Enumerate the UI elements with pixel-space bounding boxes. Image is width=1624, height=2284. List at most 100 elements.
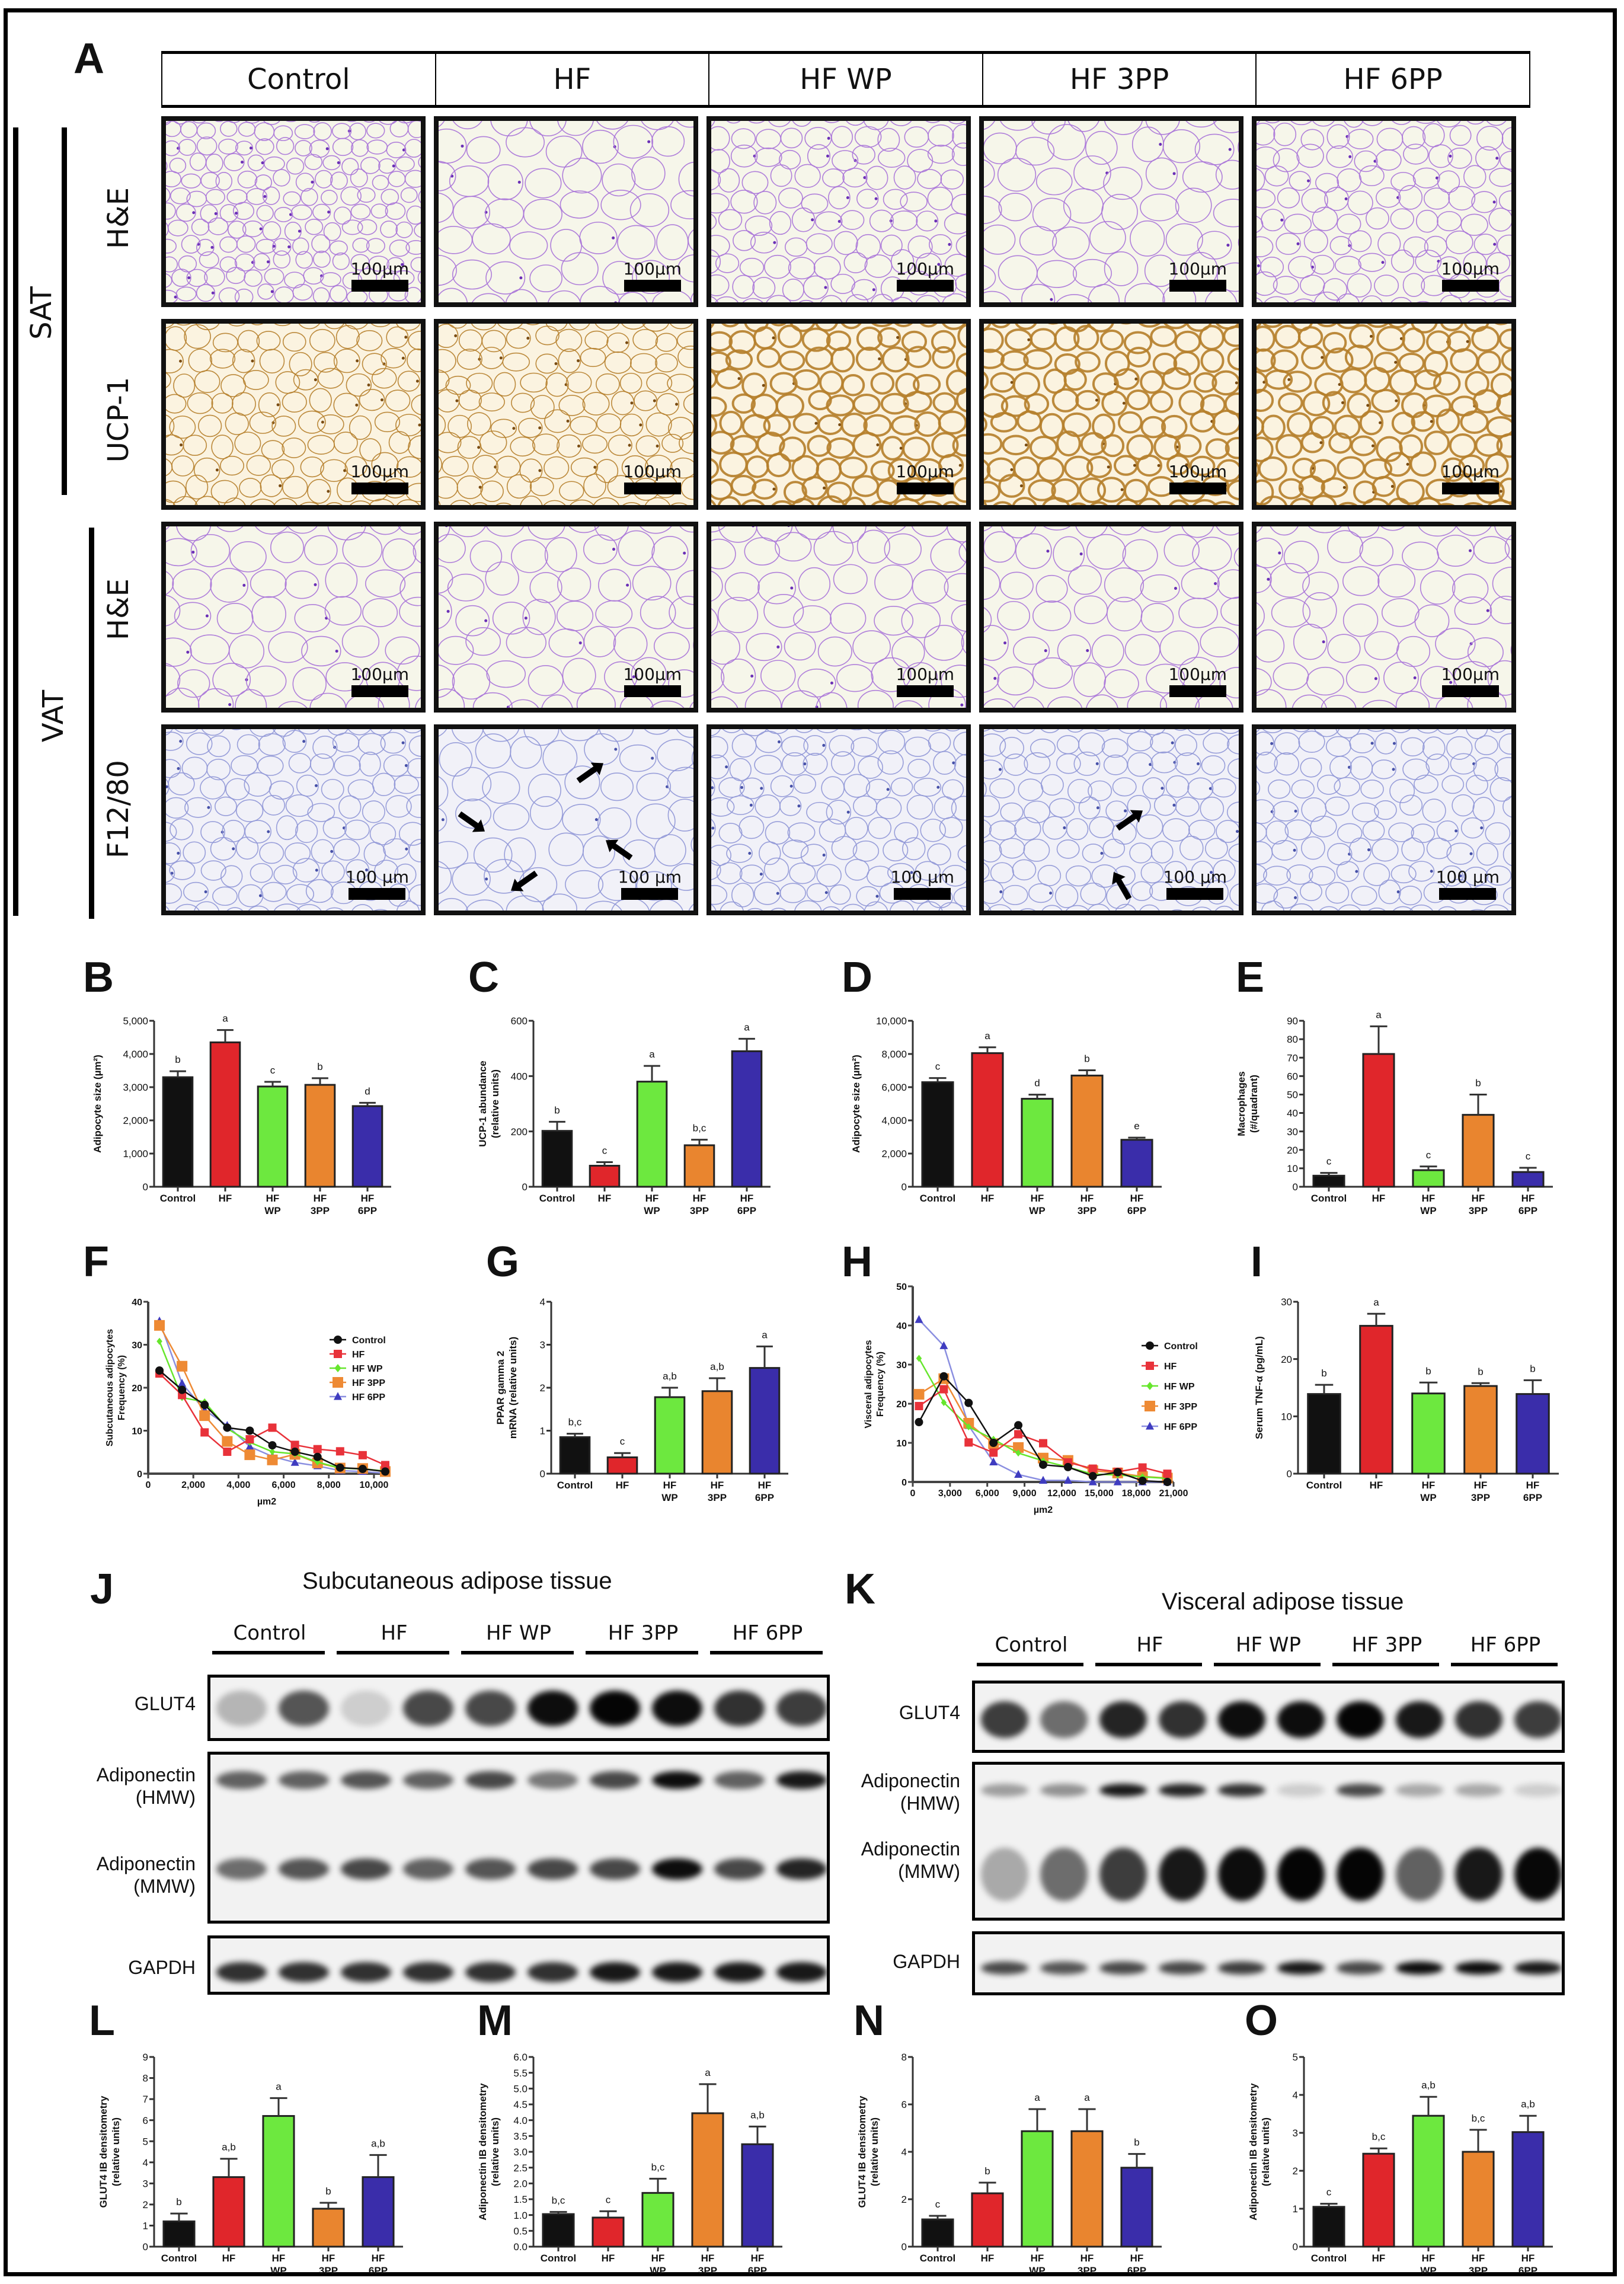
x-tick-label: HF — [266, 1193, 280, 1204]
scale-bar: 100µm — [1441, 665, 1500, 697]
y-tick-label: 4.5 — [513, 2099, 528, 2110]
blot-band — [1099, 1962, 1147, 1975]
blot-band — [1159, 1784, 1206, 1797]
significance-letter: a — [984, 1030, 990, 1042]
blot-band — [652, 1691, 702, 1726]
scale-bar-line — [624, 280, 681, 292]
y-tick-label: 5.0 — [513, 2083, 528, 2094]
y-tick-label: 8 — [901, 2052, 907, 2063]
x-tick-label: 6PP — [737, 1205, 756, 1216]
x-tick-label: HF — [322, 2253, 335, 2264]
x-tick-label: 4,000 — [226, 1480, 250, 1490]
significance-letter: a,b — [663, 1371, 677, 1382]
y-tick-label: 3 — [1293, 2128, 1298, 2139]
y-tick-label: 3 — [540, 1340, 545, 1351]
x-tick-label: HF — [314, 1193, 327, 1204]
label-glut4-line: GLUT4 — [134, 1693, 196, 1714]
bar-control — [542, 2210, 575, 2248]
y-tick-label: 2.5 — [513, 2162, 528, 2174]
blot-group-underline — [461, 1651, 574, 1654]
bar-hf-6pp — [1511, 1167, 1545, 1188]
y-axis-label: Adiponectin IB densitometry — [1248, 2083, 1259, 2221]
bar-hf — [589, 1161, 621, 1188]
bar-hf-wp — [262, 2097, 295, 2248]
x-tick-label: 3PP — [698, 2265, 717, 2276]
legend-item: HF WP — [352, 1364, 383, 1374]
blot-group-underline — [1451, 1663, 1558, 1666]
significance-letter: b,c — [651, 2161, 665, 2173]
y-tick-label: 0 — [522, 1181, 528, 1193]
x-tick-label: HF — [693, 1193, 706, 1204]
scale-bar-line — [894, 888, 951, 900]
significance-letter: c — [935, 1061, 941, 1072]
x-tick-label: HF — [740, 1193, 754, 1204]
y-tick-label: 70 — [1287, 1052, 1298, 1063]
y-tick-label: 4 — [540, 1296, 545, 1308]
label-glut4-line: GLUT4 — [899, 1702, 960, 1723]
blot-band — [1218, 1848, 1265, 1901]
bar-hf — [1362, 2147, 1395, 2248]
micrograph-vat-he-hf-6pp: 100µm — [1252, 522, 1516, 713]
y-tick-label: 4 — [901, 2146, 907, 2158]
y-axis-label: UCP-1 abundance — [477, 1060, 488, 1146]
y-tick-label: 1 — [143, 2221, 148, 2232]
panel-letter-l: L — [89, 1997, 115, 2045]
legend-item: HF 6PP — [352, 1392, 385, 1403]
arrow-icon — [605, 839, 633, 861]
chart-panel-i: 0 10 20 30 Serum TNF-α (pg/mL) b Control a HF b HF… — [1245, 1292, 1577, 1518]
significance-letter: a,b — [750, 2109, 765, 2120]
x-tick-label: 9,000 — [1013, 1488, 1037, 1499]
blot-group-underline — [212, 1651, 325, 1654]
y-tick-label: 30 — [896, 1360, 907, 1371]
x-tick-label: HF — [1372, 1193, 1386, 1204]
bar-control — [162, 2212, 196, 2248]
bar-hf-3pp — [691, 2083, 724, 2248]
column-header-hf-6pp: HF 6PP — [1257, 54, 1530, 105]
x-tick-label: HF — [272, 2253, 286, 2264]
x-tick-label: HF — [1080, 1193, 1094, 1204]
bar-hf-6pp — [1511, 2114, 1545, 2248]
label-adiponectin-hmw-line: Adiponectin — [861, 1770, 960, 1791]
label-adiponectin-mmw: Adiponectin (MMW) — [836, 1838, 960, 1883]
significance-letter: a — [705, 2067, 711, 2078]
y-tick-label: 0 — [901, 2241, 907, 2253]
x-tick-label: HF — [663, 1480, 677, 1491]
blot-band — [590, 1691, 640, 1726]
x-tick-label: HF — [1031, 2253, 1044, 2264]
x-tick-label: WP — [270, 2265, 286, 2276]
y-tick-label: 3.5 — [513, 2130, 528, 2142]
blot-band — [403, 1771, 453, 1789]
blot-group-label: HF 3PP — [608, 1621, 679, 1645]
x-tick-label: HF — [1474, 1480, 1488, 1491]
blot-band — [714, 1858, 765, 1880]
bar-hf-6pp — [1120, 1136, 1153, 1188]
scale-bar: 100µm — [1441, 462, 1500, 494]
x-tick-label: WP — [661, 1492, 677, 1503]
micrograph-vat-f1280-hf-3pp: 100 µm — [979, 724, 1243, 915]
x-tick-label: 3PP — [1471, 1492, 1490, 1503]
scale-bar-label: 100µm — [1441, 462, 1500, 481]
y-tick-label: 10 — [896, 1439, 907, 1449]
blot-band — [1277, 1784, 1325, 1797]
bar-hf-wp — [1412, 2095, 1445, 2248]
y-tick-label: 2 — [143, 2199, 148, 2210]
x-tick-label: WP — [1420, 2265, 1436, 2276]
scale-bar-label: 100µm — [1441, 259, 1500, 279]
x-axis-label: µm2 — [1034, 1505, 1053, 1515]
x-tick-label: WP — [264, 1205, 280, 1216]
panel-letter-h: H — [842, 1238, 872, 1286]
y-axis-label: Visceral adipocytes — [864, 1340, 874, 1428]
x-tick-label: 0 — [910, 1488, 916, 1499]
chart-panel-m: 0.0 0.5 1.0 1.5 2.0 2.5 3.0 3.5 4.0 4.5 5.0 5.5 6.0 A… — [462, 2051, 794, 2276]
significance-letter: b — [1530, 1363, 1535, 1374]
blot-band — [1396, 1848, 1443, 1901]
significance-letter: b — [1475, 1077, 1481, 1088]
column-header-hf-wp: HF WP — [709, 54, 983, 105]
x-tick-label: WP — [650, 2265, 666, 2276]
y-tick-label: 0 — [137, 1470, 142, 1480]
y-tick-label: 80 — [1287, 1034, 1298, 1045]
blot-band — [652, 1771, 702, 1789]
y-axis-label: Macrophages — [1236, 1071, 1247, 1136]
legend: Control HF HF WP HF 3PP HF 6PP — [330, 1336, 386, 1403]
blot-group-label: HF — [381, 1621, 408, 1645]
